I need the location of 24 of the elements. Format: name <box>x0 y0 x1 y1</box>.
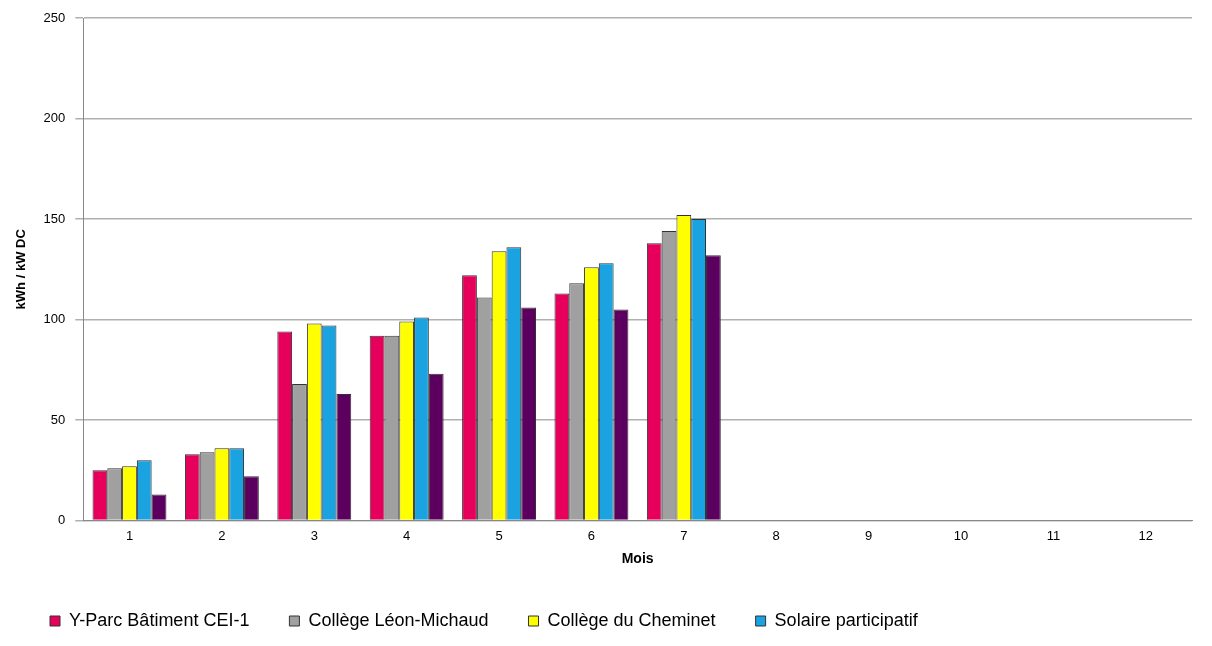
x-tick-label: 7 <box>680 527 688 543</box>
y-tick-label: 50 <box>50 411 66 427</box>
x-tick-label: 5 <box>495 527 503 543</box>
y-tick-label: 250 <box>43 9 66 25</box>
x-tick-label: 10 <box>953 527 969 543</box>
y-tick-label: 0 <box>58 512 66 528</box>
x-tick-label: 12 <box>1138 527 1154 543</box>
y-tick-label: 200 <box>43 110 66 126</box>
y-tick-label: 100 <box>43 311 66 327</box>
x-tick-label: 4 <box>403 527 411 543</box>
legend-label: Collège du Cheminet <box>547 609 716 630</box>
x-tick-label: 11 <box>1046 527 1061 543</box>
x-tick-label: 3 <box>310 527 318 543</box>
x-tick-label: 6 <box>587 527 596 543</box>
legend-label: Y-Parc Bâtiment CEI-1 <box>69 609 250 630</box>
legend-label: Collège Léon-Michaud <box>308 609 489 630</box>
x-tick-label: 2 <box>218 527 226 543</box>
x-tick-label: 8 <box>772 527 780 543</box>
legend-label: Solaire participatif <box>774 609 919 630</box>
x-tick-label: 9 <box>865 527 873 543</box>
y-axis-title: kWh / kW DC <box>13 228 29 310</box>
y-tick-label: 150 <box>43 210 66 226</box>
x-axis-title: Mois <box>621 550 654 567</box>
x-tick-label: 1 <box>125 527 134 543</box>
